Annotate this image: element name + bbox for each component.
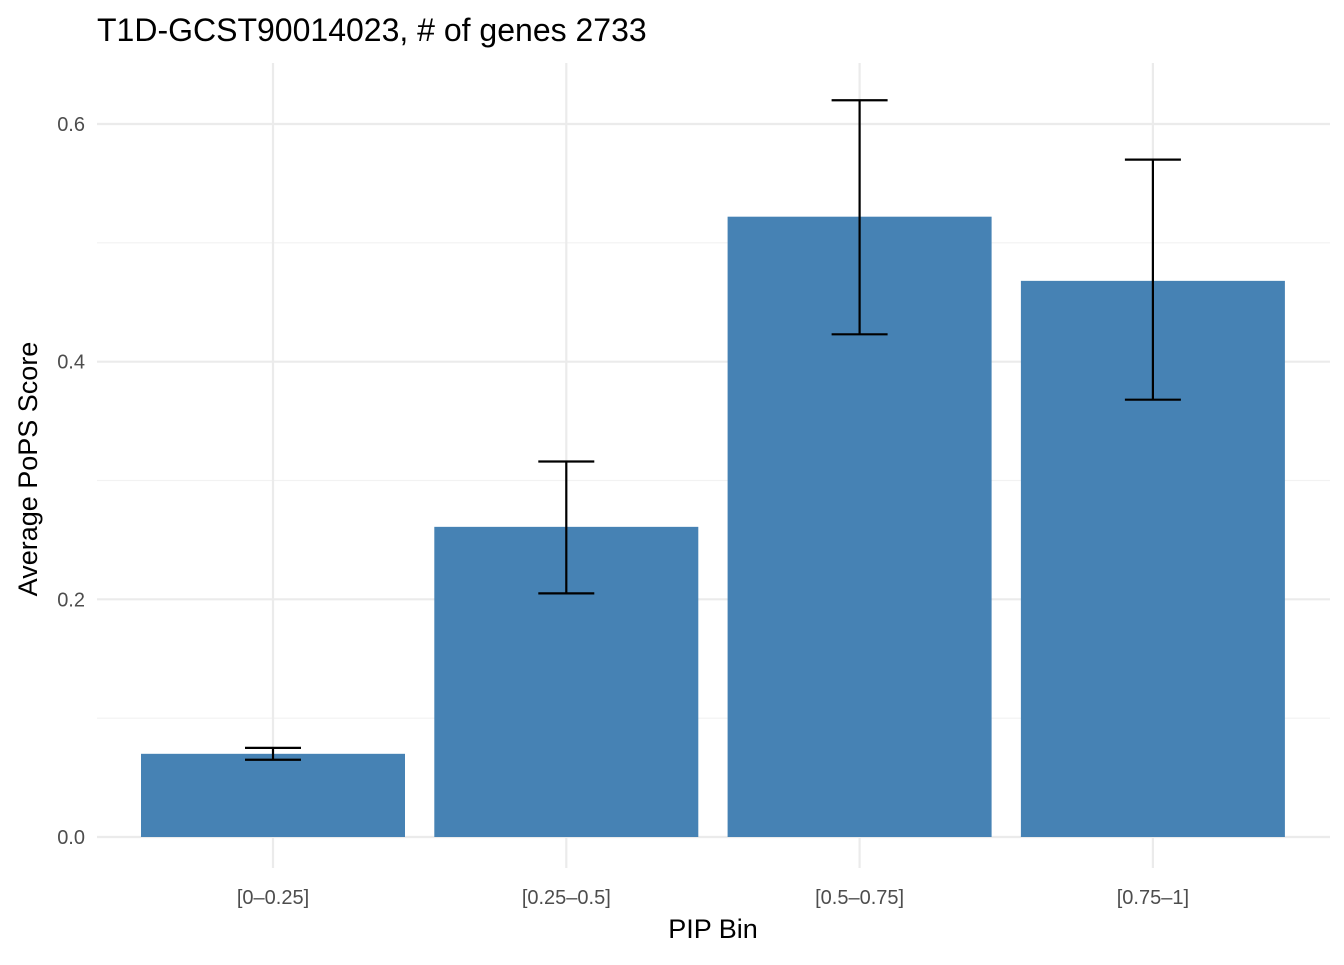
bar-0 (141, 753, 405, 837)
y-tick-label: 0.4 (57, 352, 85, 374)
x-tick-label: [0.25–0.5] (522, 887, 611, 909)
x-axis: [0–0.25] [0.25–0.5] [0.5–0.75] [0.75–1] (237, 887, 1189, 909)
y-tick-label: 0.2 (57, 589, 85, 611)
chart-title: T1D-GCST90014023, # of genes 2733 (97, 12, 647, 48)
y-axis-label: Average PoPS Score (13, 342, 43, 597)
x-tick-label: [0.5–0.75] (815, 887, 904, 909)
x-axis-label: PIP Bin (668, 914, 758, 944)
bars (141, 216, 1285, 837)
x-tick-label: [0–0.25] (237, 887, 309, 909)
y-tick-label: 0.6 (57, 114, 85, 136)
y-axis: 0.0 0.2 0.4 0.6 (57, 114, 85, 849)
error-bars (245, 99, 1181, 761)
x-tick-label: [0.75–1] (1117, 887, 1189, 909)
y-tick-label: 0.0 (57, 827, 85, 849)
